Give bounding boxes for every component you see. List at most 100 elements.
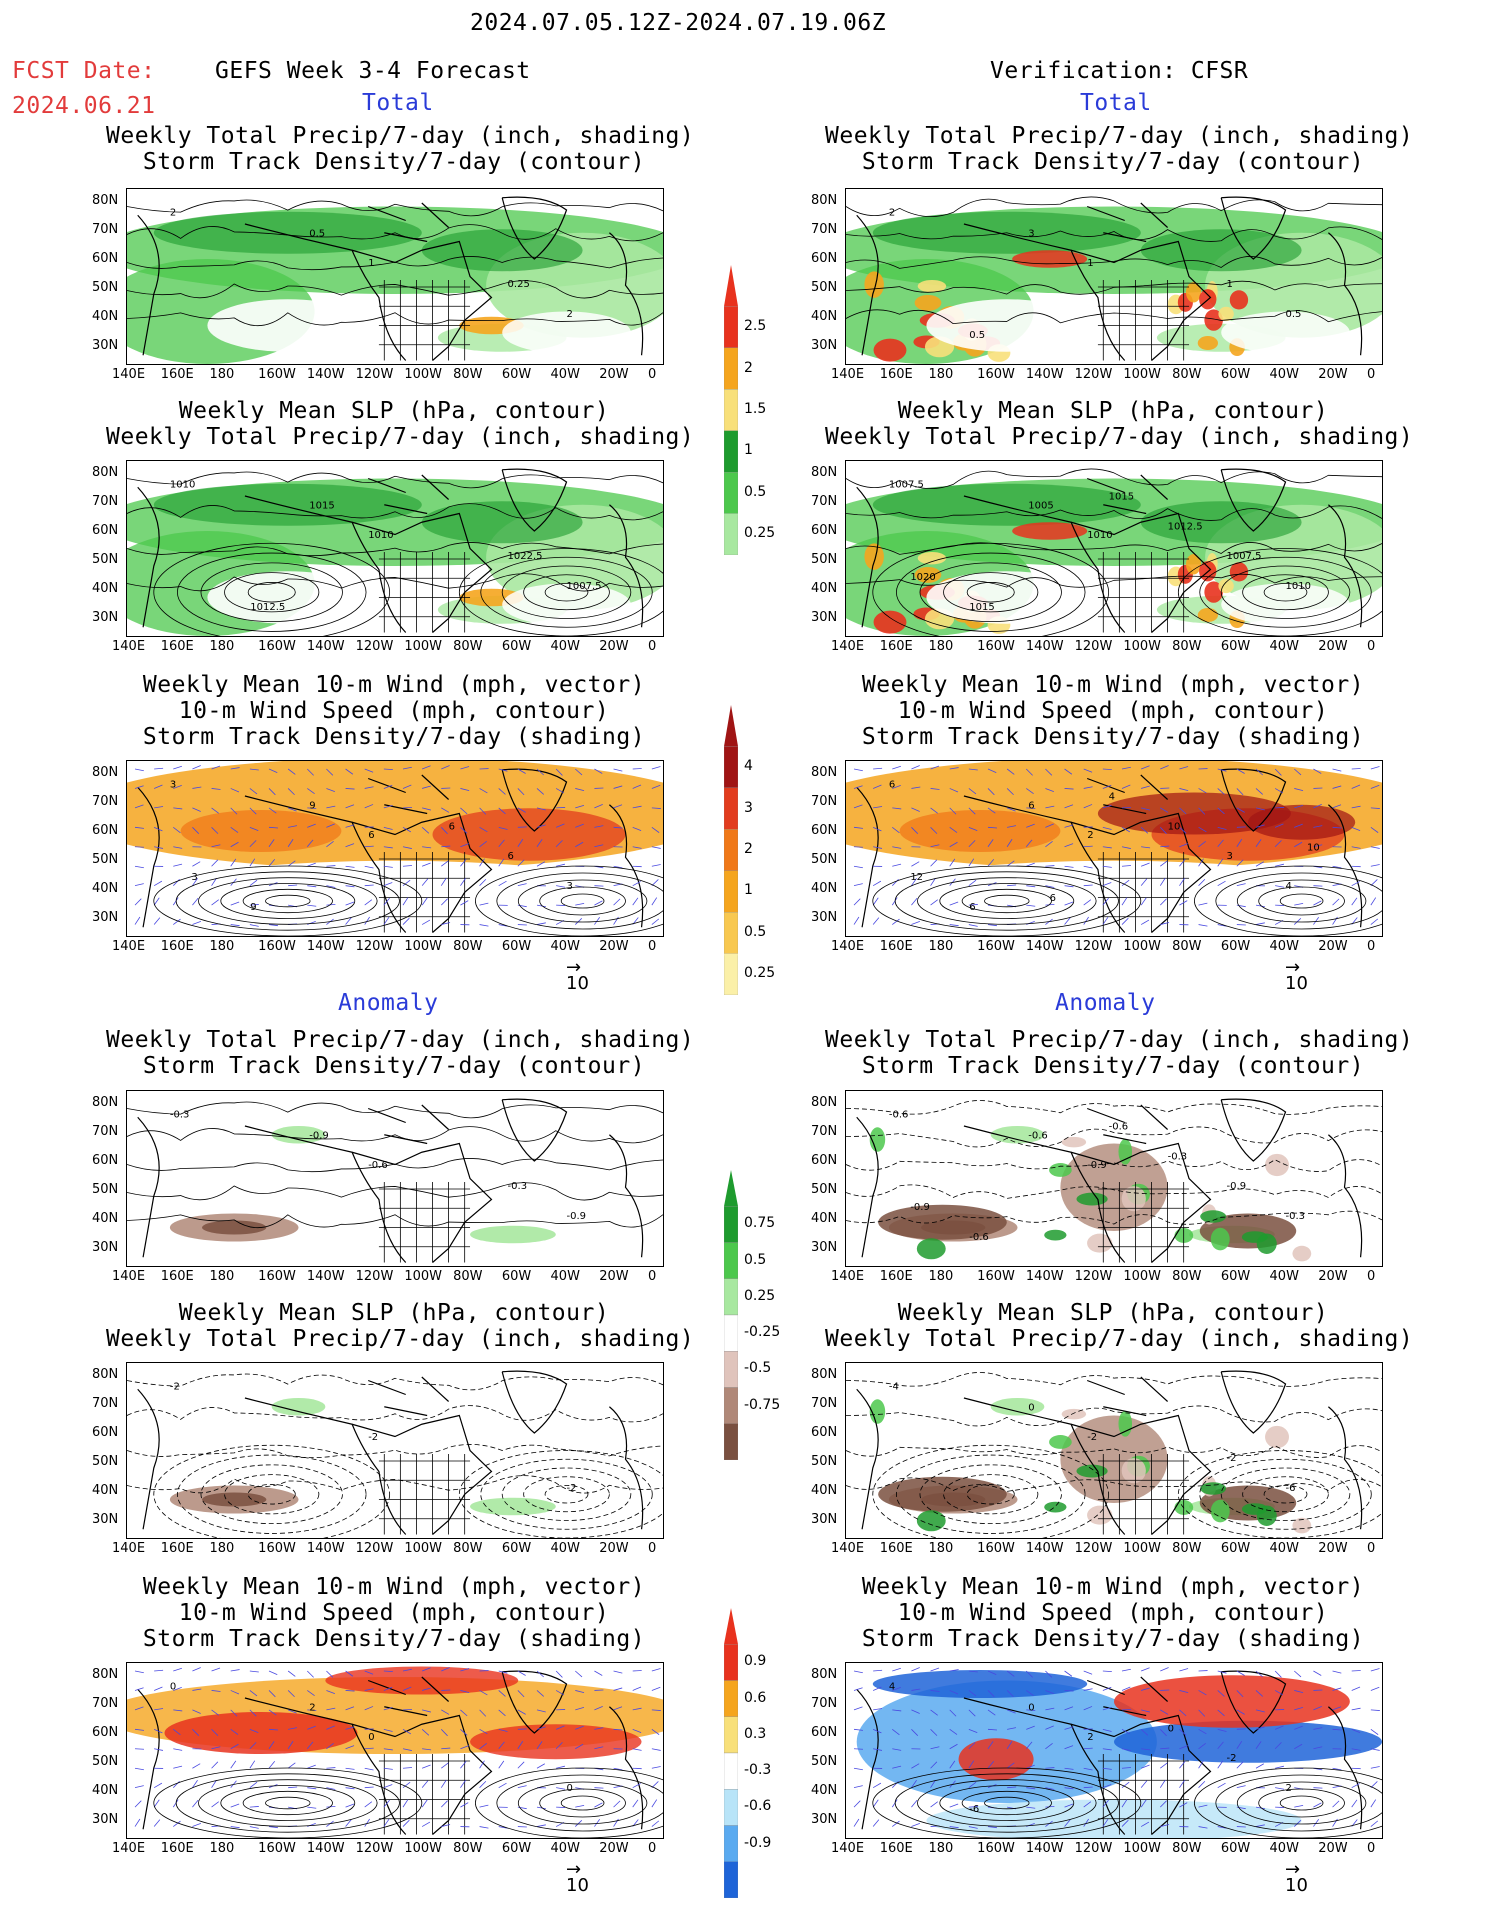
contour-label: 1007.5 — [889, 479, 924, 490]
wind-vector — [479, 788, 488, 794]
wind-vector — [1236, 1741, 1243, 1749]
map-L-precip_total[interactable]: 2 1 2 0.5 0.25 — [126, 188, 664, 365]
wind-vector — [1102, 1728, 1112, 1732]
europe-coastline — [1328, 1706, 1363, 1830]
lon-label: 140E — [112, 1269, 146, 1284]
lat-label: 70N — [811, 494, 838, 509]
lon-label: 160W — [258, 639, 296, 654]
wind-vector — [575, 841, 584, 848]
contour-line — [939, 1785, 1075, 1821]
lon-label: 160E — [160, 1541, 194, 1556]
lon-label: 0 — [648, 1269, 657, 1284]
wind-vector — [594, 1819, 601, 1827]
wind-vector — [307, 904, 317, 907]
colorbar-segment — [723, 1680, 739, 1717]
wind-vector — [1007, 1786, 1017, 1789]
wind-vector — [307, 1670, 314, 1678]
wind-vector — [1045, 805, 1055, 809]
panel-title: Weekly Mean 10-m Wind (mph, vector) — [142, 672, 646, 698]
map-R-precip_total[interactable]: 2 1 0.5 3 1 0.5 — [845, 188, 1383, 365]
map-L-slp_anom[interactable]: -2 -2 -2 — [126, 1362, 664, 1539]
wind-vector — [345, 843, 355, 848]
wind-vector — [911, 765, 920, 770]
wind-vector — [853, 916, 860, 925]
wind-vector — [1198, 1760, 1204, 1769]
lon-label: 20W — [599, 1841, 629, 1856]
wind-vector — [154, 1708, 164, 1711]
lon-label: 60W — [501, 1269, 532, 1284]
wind-vector — [651, 766, 661, 770]
map-R-wind_total[interactable]: 6 2 4 6 3 6 10 12 4 10 6 — [845, 760, 1383, 937]
wind-vector — [1179, 900, 1188, 906]
map-L-slp_total[interactable]: 1010 1010 1007.5 1015 1022.5 1012.5 — [126, 460, 664, 637]
contour-line — [846, 196, 1382, 217]
anomaly-shading — [869, 1127, 886, 1152]
wind-vector — [873, 1708, 883, 1711]
wind-vector — [892, 1667, 901, 1672]
wind-vector — [1294, 823, 1303, 828]
wind-vector — [211, 1729, 219, 1736]
wind-vector — [173, 1709, 183, 1712]
map-canvas: -0.6-0.9-0.3-0.6-0.9-0.6-0.3-0.9-0.6 — [846, 1098, 1382, 1263]
lon-label: 40W — [1269, 939, 1299, 954]
heavy-precip-shading — [1012, 522, 1088, 540]
wind-vector — [498, 1670, 508, 1674]
lon-label: 160E — [160, 1269, 194, 1284]
lon-label: 180 — [209, 367, 235, 382]
lon-label: 140W — [1025, 639, 1064, 654]
wind-vector — [1140, 919, 1150, 925]
asia-coastline — [856, 214, 879, 356]
lon-label: 160W — [977, 939, 1015, 954]
contour-line — [544, 1485, 589, 1504]
wind-vector — [1160, 765, 1169, 770]
wind-vector — [987, 1690, 995, 1698]
lon-label: 120W — [355, 939, 394, 954]
map-L-precip_anom[interactable]: -0.3 -0.6 -0.9 -0.9 -0.3 — [126, 1090, 664, 1267]
map-R-precip_anom[interactable]: -0.6 -0.9 -0.3 -0.6 -0.9 -0.6 -0.3 -0.9 -0.6 — [845, 1090, 1383, 1267]
wind-vector — [134, 804, 144, 809]
wind-vector — [1045, 865, 1055, 867]
wind-vector — [892, 765, 901, 770]
lon-label: 40W — [550, 1269, 580, 1284]
contour-line — [1215, 1774, 1382, 1832]
lat-label: 50N — [811, 280, 838, 295]
north-america-east-coast — [1070, 1414, 1212, 1535]
contour-label: -6 — [1286, 1483, 1296, 1494]
wind-vector — [1198, 858, 1204, 867]
north-america-east-coast — [1070, 512, 1212, 633]
wind-vector — [326, 865, 336, 867]
wind-vector — [153, 1799, 160, 1808]
wind-vector — [211, 899, 219, 906]
lon-label: 120W — [1074, 1269, 1113, 1284]
contour-line — [458, 1450, 663, 1538]
wind-vector — [364, 1767, 374, 1771]
wind-vector — [326, 1670, 334, 1678]
panel-title: Weekly Mean SLP (hPa, contour) — [897, 1300, 1329, 1326]
wind-vector — [192, 765, 201, 770]
lat-label: 30N — [811, 910, 838, 925]
panel-title: Storm Track Density/7-day (contour) — [861, 1053, 1365, 1079]
wind-vector — [192, 1799, 199, 1808]
wind-vector — [1102, 805, 1112, 809]
wind-vector — [287, 807, 297, 812]
wind-vector — [1064, 1767, 1074, 1770]
wind-vector — [1236, 883, 1246, 887]
wind-vector — [1294, 1690, 1304, 1693]
vector-reference-value: 10 — [566, 1875, 589, 1896]
colorbar-segment — [723, 430, 739, 473]
lat-label: 60N — [92, 523, 119, 538]
map-R-wind_anom[interactable]: 4 2 2 0 -2 -6 0 — [845, 1662, 1383, 1839]
wind-vector — [987, 1728, 998, 1731]
map-R-slp_total[interactable]: 1007.5 1010 1010 1005 1007.5 1015 1012.5 1020 10… — [845, 460, 1383, 637]
wind-vector — [345, 804, 355, 809]
map-canvas: -0.3-0.6-0.9-0.9-0.3 — [127, 1098, 663, 1263]
map-R-slp_anom[interactable]: -4 -2 -6 0 -2 — [845, 1362, 1383, 1539]
wind-vector — [930, 899, 938, 906]
lon-label: 20W — [1318, 1841, 1348, 1856]
contour-label: -0.9 — [1087, 1160, 1107, 1171]
wind-vector — [930, 765, 940, 770]
wind-vector — [853, 1728, 863, 1731]
wind-vector — [1121, 1819, 1129, 1827]
